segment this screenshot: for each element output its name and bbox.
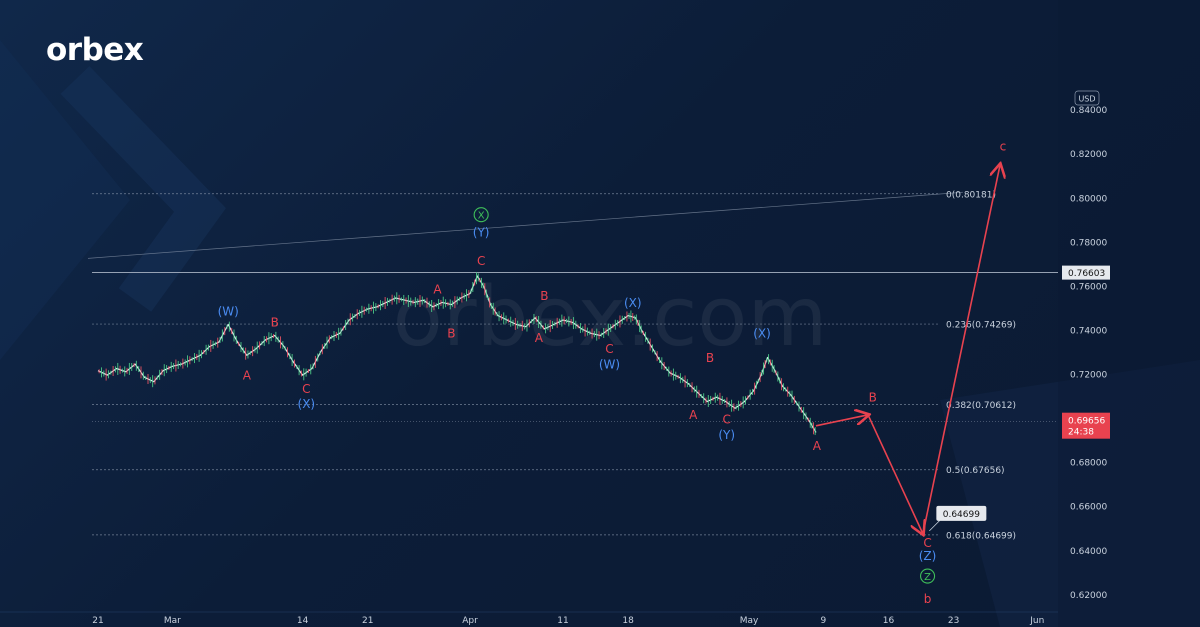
- wave-label: (X): [298, 397, 316, 411]
- x-tick-label: May: [740, 616, 759, 626]
- y-tick-label: 0.80000: [1070, 194, 1107, 204]
- wave-label: A: [535, 331, 544, 345]
- current-price-label: 0.69656: [1068, 417, 1105, 427]
- wave-label: (W): [218, 305, 239, 319]
- wave-label: A: [689, 408, 698, 422]
- fib-level-label: 0.382(0.70612): [946, 401, 1016, 411]
- y-tick-label: 0.78000: [1070, 238, 1107, 248]
- target-callout-pointer: [929, 519, 941, 532]
- y-tick-label: 0.68000: [1070, 459, 1107, 469]
- price-axis-background: [1058, 0, 1200, 627]
- x-tick-label: Apr: [462, 616, 478, 626]
- y-tick-label: 0.82000: [1070, 150, 1107, 160]
- wave-label: C: [923, 536, 931, 550]
- y-tick-label: 0.62000: [1070, 591, 1107, 601]
- fib-level-label: 0(0.80181): [946, 190, 996, 200]
- y-tick-label: 0.76000: [1070, 282, 1107, 292]
- wave-label: (X): [624, 296, 642, 310]
- x-tick-label: 21: [362, 616, 373, 626]
- wave-label: B: [271, 316, 279, 330]
- background-chevron: [60, 66, 226, 312]
- target-callout-box: [936, 505, 987, 521]
- resistance-price-label: 0.76603: [1068, 269, 1105, 279]
- currency-badge: [1074, 90, 1100, 106]
- y-tick-label: 0.72000: [1070, 371, 1107, 381]
- currency-label: USD: [1078, 95, 1095, 104]
- wave-label: C: [302, 382, 310, 396]
- background-shape: [940, 360, 1200, 627]
- fib-level-label: 0.236(0.74269): [946, 321, 1016, 331]
- wave-label: A: [433, 283, 442, 297]
- x-tick-label: 16: [883, 616, 895, 626]
- wave-label: b: [924, 592, 932, 606]
- wave-label: (Y): [718, 428, 735, 442]
- trend-line: [87, 191, 963, 259]
- wave-label: B: [447, 327, 455, 341]
- x-tick-label: 11: [557, 616, 568, 626]
- x-tick-label: 14: [297, 616, 309, 626]
- x-tick-label: Jun: [1029, 616, 1044, 626]
- projection-arrow: [815, 415, 868, 427]
- wave-label: (Z): [919, 549, 937, 563]
- fib-level-label: 0.5(0.67656): [946, 466, 1005, 476]
- wave-label: C: [477, 254, 485, 268]
- projection-arrow: [922, 165, 1000, 534]
- fib-level-label: 0.618(0.64699): [946, 531, 1016, 541]
- wave-label: (X): [753, 327, 771, 341]
- wave-label-circle: [473, 207, 489, 223]
- y-tick-label: 0.74000: [1070, 326, 1107, 336]
- wave-label: (W): [599, 358, 620, 372]
- watermark-text: orbex.com: [393, 270, 828, 365]
- x-tick-label: 9: [821, 616, 827, 626]
- y-tick-label: 0.66000: [1070, 503, 1107, 513]
- x-tick-label: 23: [948, 616, 959, 626]
- wave-label: C: [722, 413, 730, 427]
- wave-label-circle: [920, 568, 936, 584]
- resistance-price-badge: [1062, 265, 1110, 280]
- current-price-countdown: 24:38: [1068, 428, 1094, 438]
- wave-label: Z: [924, 572, 931, 583]
- wave-label: X: [478, 211, 485, 222]
- target-callout-label: 0.64699: [943, 510, 980, 520]
- wave-label: B: [540, 289, 548, 303]
- orbex-logo: orbex: [46, 32, 144, 68]
- wave-label: A: [243, 369, 252, 383]
- wave-label: B: [869, 391, 877, 405]
- x-tick-label: 18: [622, 616, 634, 626]
- x-tick-label: 21: [92, 616, 103, 626]
- y-tick-label: 0.84000: [1070, 106, 1107, 116]
- y-tick-label: 0.64000: [1070, 547, 1107, 557]
- current-price-badge: [1062, 412, 1110, 439]
- wave-label: c: [1000, 139, 1007, 153]
- wave-label: A: [813, 439, 822, 453]
- wave-label: C: [605, 342, 613, 356]
- wave-label: B: [706, 351, 714, 365]
- wave-label: (Y): [473, 225, 490, 239]
- background-chevron: [0, 40, 130, 360]
- x-tick-label: Mar: [164, 616, 181, 626]
- projection-arrow: [867, 414, 923, 534]
